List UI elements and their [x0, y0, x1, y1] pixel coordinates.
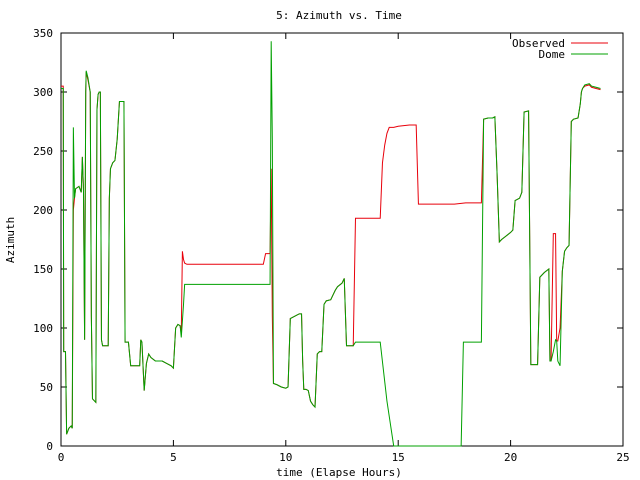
x-tick-label: 15 — [392, 451, 405, 464]
y-tick-label: 300 — [33, 86, 53, 99]
x-tick-label: 10 — [279, 451, 292, 464]
y-tick-label: 0 — [46, 440, 53, 453]
y-axis-label: Azimuth — [4, 217, 17, 263]
y-axis-ticks: 0 50 100 150 200 250 300 350 — [33, 27, 623, 453]
legend-label-dome: Dome — [539, 48, 566, 61]
y-tick-label: 100 — [33, 322, 53, 335]
legend-label-observed: Observed — [512, 37, 565, 50]
y-tick-label: 150 — [33, 263, 53, 276]
series-line-observed — [61, 71, 601, 435]
x-tick-label: 20 — [504, 451, 517, 464]
x-tick-label: 5 — [170, 451, 177, 464]
x-tick-label: 25 — [616, 451, 629, 464]
series-line-dome — [61, 41, 601, 447]
series-lines — [61, 41, 601, 447]
x-axis-label: time (Elapse Hours) — [276, 466, 402, 479]
y-tick-label: 250 — [33, 145, 53, 158]
x-axis-ticks: 0 5 10 15 20 25 — [58, 33, 630, 464]
chart-title: 5: Azimuth vs. Time — [276, 9, 402, 22]
x-tick-label: 0 — [58, 451, 65, 464]
y-tick-label: 350 — [33, 27, 53, 40]
plot-frame — [60, 32, 624, 447]
y-tick-label: 200 — [33, 204, 53, 217]
y-tick-label: 50 — [40, 381, 53, 394]
